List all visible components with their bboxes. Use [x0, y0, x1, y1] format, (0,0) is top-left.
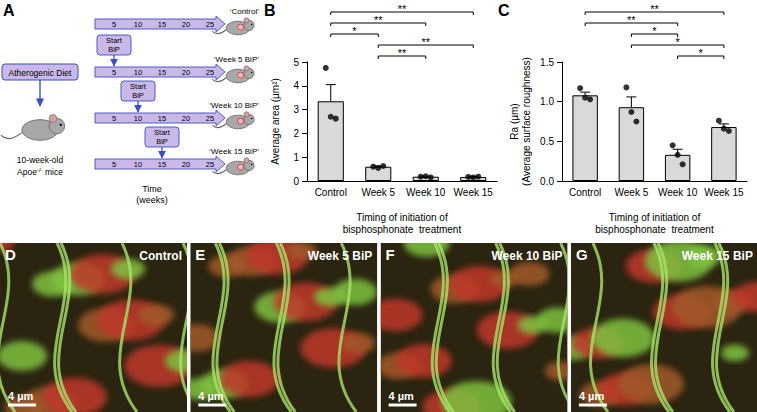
svg-text:4 µm: 4 µm	[8, 390, 34, 402]
svg-text:0: 0	[293, 176, 299, 187]
svg-text:0.5: 0.5	[540, 136, 554, 147]
svg-text:1: 1	[293, 152, 299, 163]
svg-text:bisphosphonate treatment: bisphosphonate treatment	[595, 224, 714, 235]
svg-text:(Average surface roughness): (Average surface roughness)	[521, 57, 532, 186]
svg-text:BiP: BiP	[132, 91, 144, 100]
svg-text:Timing of initiation of: Timing of initiation of	[356, 212, 448, 223]
svg-text:Atherogenic Diet: Atherogenic Diet	[9, 68, 72, 78]
svg-text:C: C	[498, 2, 510, 19]
svg-text:Ra (µm): Ra (µm)	[509, 103, 520, 139]
svg-text:5: 5	[293, 57, 299, 68]
svg-text:Week 15: Week 15	[454, 187, 494, 198]
svg-text:*: *	[675, 36, 680, 48]
svg-text:4: 4	[293, 80, 299, 91]
svg-text:‘Week 15 BiP’: ‘Week 15 BiP’	[209, 147, 259, 156]
svg-text:Control: Control	[569, 187, 601, 198]
svg-text:BiP: BiP	[156, 137, 168, 146]
svg-text:20: 20	[182, 160, 190, 169]
svg-text:1.5: 1.5	[540, 57, 554, 68]
svg-text:5: 5	[112, 20, 116, 29]
svg-text:5: 5	[112, 114, 116, 123]
svg-text:BiP: BiP	[108, 45, 120, 54]
svg-text:10: 10	[134, 160, 142, 169]
svg-text:Week 15: Week 15	[704, 187, 744, 198]
svg-text:Week 10 BiP: Week 10 BiP	[491, 249, 562, 263]
svg-text:10: 10	[134, 68, 142, 77]
svg-text:Start: Start	[154, 128, 170, 137]
svg-text:**: **	[398, 47, 407, 59]
svg-text:Week 5 BiP: Week 5 BiP	[308, 249, 372, 263]
svg-text:bisphosphonate treatment: bisphosphonate treatment	[343, 224, 462, 235]
svg-text:F: F	[386, 246, 395, 263]
svg-text:20: 20	[182, 68, 190, 77]
svg-text:Week 10: Week 10	[406, 187, 446, 198]
svg-text:Time: Time	[142, 184, 162, 194]
svg-text:15: 15	[158, 68, 166, 77]
svg-text:*: *	[652, 25, 657, 37]
svg-text:15: 15	[158, 20, 166, 29]
svg-text:1.0: 1.0	[540, 96, 554, 107]
svg-text:Apoe-/- mice: Apoe-/- mice	[17, 167, 63, 177]
svg-text:E: E	[195, 246, 205, 263]
svg-text:25: 25	[206, 68, 214, 77]
svg-text:Week 5: Week 5	[361, 187, 395, 198]
svg-text:Start: Start	[106, 36, 122, 45]
svg-text:20: 20	[182, 20, 190, 29]
svg-text:D: D	[5, 246, 16, 263]
svg-text:**: **	[374, 14, 383, 26]
svg-text:20: 20	[182, 114, 190, 123]
svg-text:A: A	[3, 2, 15, 19]
svg-text:B: B	[264, 2, 276, 19]
svg-text:0.0: 0.0	[540, 176, 554, 187]
svg-text:Week 15 BiP: Week 15 BiP	[682, 249, 753, 263]
svg-text:10: 10	[134, 114, 142, 123]
svg-text:*: *	[699, 47, 704, 59]
svg-text:10-week-old: 10-week-old	[17, 155, 64, 165]
svg-text:‘Week 5 BiP’: ‘Week 5 BiP’	[214, 55, 259, 64]
svg-text:Week 5: Week 5	[615, 187, 649, 198]
svg-text:Timing of initiation of: Timing of initiation of	[609, 212, 701, 223]
svg-text:**: **	[421, 36, 430, 48]
svg-text:Week 10: Week 10	[658, 187, 698, 198]
svg-text:(weeks): (weeks)	[136, 195, 168, 205]
svg-text:G: G	[576, 246, 588, 263]
svg-text:**: **	[398, 3, 407, 15]
svg-text:‘Week 10 BiP’: ‘Week 10 BiP’	[209, 101, 259, 110]
svg-text:Start: Start	[130, 82, 146, 91]
svg-text:3: 3	[293, 104, 299, 115]
svg-text:15: 15	[158, 114, 166, 123]
svg-text:‘Control’: ‘Control’	[230, 7, 260, 16]
svg-text:5: 5	[112, 160, 116, 169]
svg-text:10: 10	[134, 20, 142, 29]
svg-text:**: **	[650, 3, 659, 15]
svg-text:Control: Control	[139, 249, 182, 263]
svg-text:4 µm: 4 µm	[389, 390, 415, 402]
svg-text:2: 2	[293, 128, 299, 139]
svg-text:4 µm: 4 µm	[198, 390, 224, 402]
svg-text:5: 5	[112, 68, 116, 77]
svg-text:*: *	[352, 25, 357, 37]
svg-text:Average area (µm²): Average area (µm²)	[270, 78, 281, 165]
svg-text:25: 25	[206, 114, 214, 123]
svg-text:Control: Control	[315, 187, 347, 198]
svg-text:**: **	[627, 14, 636, 26]
svg-text:15: 15	[158, 160, 166, 169]
svg-text:4 µm: 4 µm	[579, 390, 605, 402]
svg-text:25: 25	[206, 160, 214, 169]
svg-text:25: 25	[206, 20, 214, 29]
